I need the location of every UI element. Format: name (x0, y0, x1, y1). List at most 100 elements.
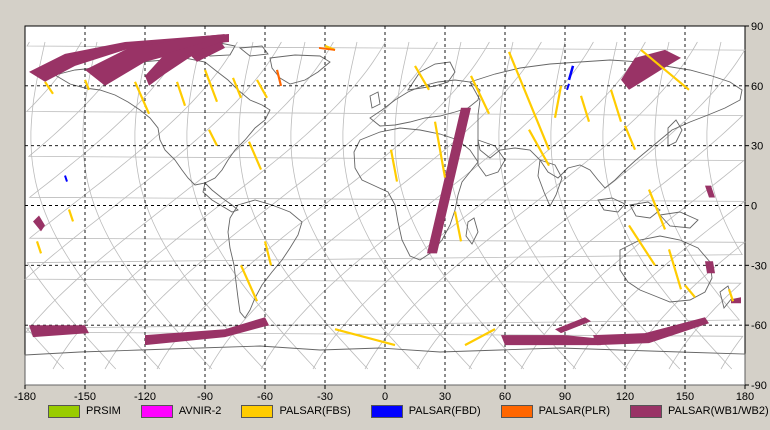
y-tick-label: -30 (751, 260, 767, 272)
swath-palsar-fbs (609, 89, 623, 123)
orbit-track (82, 41, 213, 370)
swath-palsar-fbs (256, 79, 268, 99)
swath-palsar-fbd (566, 83, 570, 91)
x-tick-label: -120 (134, 391, 156, 403)
swath-palsar-fbs (727, 288, 735, 302)
lat-lon-grid (25, 26, 745, 385)
y-tick-label: 90 (751, 21, 763, 33)
orbit-track (156, 41, 490, 370)
legend-swatch (500, 404, 533, 418)
y-tick-label: -90 (751, 380, 767, 392)
y-tick-label: 0 (751, 201, 757, 213)
swath-palsar-wb (29, 325, 89, 338)
swath-palsar-fbs (433, 121, 447, 178)
swath-palsar-fbs (334, 328, 396, 347)
legend-label: PALSAR(FBS) (279, 405, 351, 417)
swath-palsar-fbs (67, 209, 75, 222)
x-tick-label: 90 (559, 391, 571, 403)
swath-palsar-wb (555, 317, 591, 334)
swath-palsar-fbs (44, 81, 54, 95)
swath-palsar-fbs (553, 85, 563, 118)
swath-palsar-wb (145, 317, 269, 346)
swath-palsar-fbs (133, 81, 151, 115)
swath-palsar-fbd (64, 175, 68, 182)
orbit-track (26, 41, 743, 370)
legend-label: AVNIR-2 (178, 405, 222, 417)
orbit-track (25, 41, 744, 370)
x-tick-label: -90 (197, 391, 213, 403)
legend-swatch (140, 404, 173, 418)
y-tick-label: -60 (751, 320, 767, 332)
orbit-track (30, 41, 161, 370)
orbit-track (498, 41, 629, 370)
swath-palsar-fbs (507, 51, 551, 151)
swath-palsar-fbs (208, 129, 218, 147)
legend-item-palsar-plr: PALSAR(PLR) (500, 404, 610, 418)
x-tick-label: 120 (616, 391, 634, 403)
legend-label: PALSAR(PLR) (538, 405, 610, 417)
swath-palsar-fbs (579, 95, 591, 123)
x-tick-label: 180 (736, 391, 754, 403)
legend-swatch (48, 404, 80, 418)
legend-swatch (370, 404, 403, 418)
x-tick-label: -60 (257, 391, 273, 403)
y-tick-label: 60 (751, 81, 763, 93)
swath-palsar-fbs (470, 75, 490, 115)
x-tick-label: 0 (382, 391, 388, 403)
swath-palsar-fbs (528, 129, 550, 167)
swath-palsar-wb (593, 317, 709, 346)
swath-palsar-wb (731, 297, 741, 304)
swath-palsar-wb (501, 335, 605, 346)
legend-label: PALSAR(WB1/WB2) (668, 405, 769, 417)
orbit-track (28, 41, 746, 370)
legend: PRSIM AVNIR-2 PALSAR(FBS) PALSAR(FBD) PA… (48, 403, 770, 419)
swath-palsar-fbs (247, 141, 263, 171)
legend-item-palsar-fbd: PALSAR(FBD) (370, 404, 481, 418)
swath-palsar-wb (621, 49, 681, 90)
x-tick-label: -180 (14, 391, 36, 403)
x-tick-label: 60 (499, 391, 511, 403)
swath-palsar-fbs (628, 224, 656, 266)
swath-palsar-fbs (35, 241, 43, 254)
x-tick-label: 30 (439, 391, 451, 403)
orbit-track (312, 41, 646, 370)
swath-palsar-fbs (239, 264, 259, 302)
swath-palsar-fbs (464, 328, 496, 347)
swath-palsar-fbs (263, 241, 273, 266)
swath-palsar-fbs (389, 149, 399, 182)
legend-item-palsar-wb: PALSAR(WB1/WB2) (630, 404, 769, 418)
orbit-track (550, 41, 681, 370)
legend-item-avnir2: AVNIR-2 (140, 404, 222, 418)
swath-palsar-wb (33, 215, 45, 232)
orbit-track (25, 41, 744, 370)
orbit-track (394, 41, 525, 370)
swath-palsar-fbs (453, 211, 463, 242)
swath-palsar-fbs (203, 69, 219, 103)
swath-palsar-fbs (684, 284, 696, 298)
legend-item-palsar-fbs: PALSAR(FBS) (241, 404, 351, 418)
orbit-track (238, 41, 369, 370)
legend-swatch (630, 404, 662, 418)
x-tick-label: 150 (676, 391, 694, 403)
swath-palsar-wb (189, 42, 225, 62)
swath-palsar-fbs (623, 125, 637, 151)
orbit-track (186, 41, 317, 370)
legend-item-prism: PRSIM (48, 404, 121, 418)
x-tick-label: -150 (74, 391, 96, 403)
swath-palsar-fbs (667, 249, 683, 290)
swath-palsar-wb (427, 107, 471, 254)
swath-palsar-fbs (231, 77, 243, 99)
legend-label: PRSIM (86, 405, 121, 417)
swath-palsar-fbs (83, 79, 91, 91)
swath-palsar-plr (275, 69, 283, 87)
legend-swatch (241, 404, 274, 418)
swath-palsar-wb (145, 42, 225, 86)
y-tick-label: 30 (751, 141, 763, 153)
swath-palsar-fbs (175, 81, 187, 107)
axis-ticks: -180 -150 -120 -90 -60 -30 0 30 60 90 120 150 180 90 6… (14, 21, 767, 403)
orbit-track (25, 41, 741, 370)
swath-palsar-fbd (567, 65, 575, 81)
x-tick-label: -30 (317, 391, 333, 403)
orbit-track (342, 41, 473, 370)
